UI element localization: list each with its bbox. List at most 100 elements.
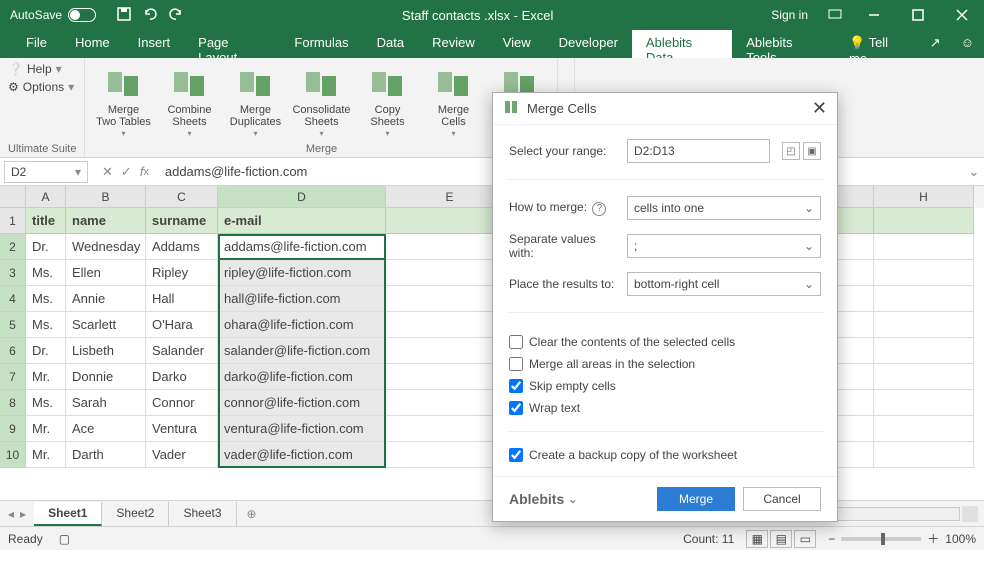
range-input[interactable]: D2:D13 [627, 139, 770, 163]
ribbon-btn-merge[interactable]: Merge Two Tables▾ [93, 62, 153, 143]
header-cell[interactable]: e-mail [218, 208, 386, 234]
column-header[interactable]: D [218, 186, 386, 208]
how-merge-select[interactable]: cells into one⌄ [627, 196, 821, 220]
zoom-slider[interactable] [841, 537, 921, 541]
cell[interactable]: Dr. [26, 338, 66, 364]
smiley-icon[interactable]: ☺ [951, 30, 984, 58]
tab-insert[interactable]: Insert [124, 30, 185, 58]
header-cell[interactable]: title [26, 208, 66, 234]
select-all[interactable] [0, 186, 26, 208]
checkbox-input[interactable] [509, 357, 523, 371]
cell[interactable]: Addams [146, 234, 218, 260]
zoom-out-icon[interactable]: − [828, 532, 835, 546]
zoom-in-icon[interactable]: ＋ [927, 530, 939, 547]
checkbox-row[interactable]: Clear the contents of the selected cells [509, 335, 821, 349]
cell[interactable] [874, 260, 974, 286]
cell[interactable]: salander@life-fiction.com [218, 338, 386, 364]
tell-me[interactable]: 💡 Tell me [835, 30, 920, 58]
cell[interactable]: Ms. [26, 390, 66, 416]
cell[interactable]: addams@life-fiction.com [218, 234, 386, 260]
macros-icon[interactable]: ▢ [59, 532, 70, 546]
page-break-icon[interactable]: ▭ [794, 530, 816, 548]
close-button[interactable] [940, 0, 984, 30]
cell[interactable]: ventura@life-fiction.com [218, 416, 386, 442]
cell[interactable]: Ms. [26, 260, 66, 286]
cell[interactable]: Mr. [26, 364, 66, 390]
cell[interactable]: Mr. [26, 442, 66, 468]
backup-checkbox[interactable]: Create a backup copy of the worksheet [509, 448, 821, 462]
cell[interactable] [874, 286, 974, 312]
minimize-button[interactable] [852, 0, 896, 30]
cell[interactable]: Lisbeth [66, 338, 146, 364]
separator-select[interactable]: ;⌄ [627, 234, 821, 258]
sheet-tab[interactable]: Sheet2 [102, 502, 169, 526]
chevron-down-icon[interactable]: ▾ [75, 165, 81, 179]
cell[interactable]: Scarlett [66, 312, 146, 338]
help-icon[interactable]: ? [592, 202, 606, 216]
cell[interactable]: Hall [146, 286, 218, 312]
row-header[interactable]: 7 [0, 364, 26, 390]
header-cell[interactable]: name [66, 208, 146, 234]
cell[interactable]: Ace [66, 416, 146, 442]
checkbox-input[interactable] [509, 448, 523, 462]
cell[interactable] [874, 416, 974, 442]
brand-link[interactable]: Ablebits⌄ [509, 491, 577, 507]
cancel-icon[interactable]: ✕ [102, 164, 113, 180]
cell[interactable]: darko@life-fiction.com [218, 364, 386, 390]
maximize-button[interactable] [896, 0, 940, 30]
tab-ablebits-data[interactable]: Ablebits Data [632, 30, 732, 58]
cell[interactable]: Connor [146, 390, 218, 416]
tab-developer[interactable]: Developer [545, 30, 632, 58]
cell[interactable] [874, 338, 974, 364]
dialog-titlebar[interactable]: Merge Cells ✕ [493, 93, 837, 125]
tab-data[interactable]: Data [363, 30, 418, 58]
tab-ablebits-tools[interactable]: Ablebits Tools [732, 30, 835, 58]
tab-home[interactable]: Home [61, 30, 124, 58]
name-box[interactable]: D2 ▾ [4, 161, 88, 183]
normal-view-icon[interactable]: ▦ [746, 530, 768, 548]
row-header[interactable]: 9 [0, 416, 26, 442]
share-icon[interactable]: ↗ [920, 30, 951, 58]
cell[interactable] [874, 312, 974, 338]
column-header[interactable]: A [26, 186, 66, 208]
row-header[interactable]: 6 [0, 338, 26, 364]
checkbox-input[interactable] [509, 401, 523, 415]
cell[interactable]: Dr. [26, 234, 66, 260]
row-header[interactable]: 8 [0, 390, 26, 416]
cell[interactable]: Mr. [26, 416, 66, 442]
cancel-button[interactable]: Cancel [743, 487, 821, 511]
dialog-close-button[interactable]: ✕ [812, 98, 827, 119]
sign-in-link[interactable]: Sign in [771, 8, 808, 22]
sheet-tab[interactable]: Sheet3 [169, 502, 236, 526]
cell[interactable]: vader@life-fiction.com [218, 442, 386, 468]
cell[interactable]: Sarah [66, 390, 146, 416]
column-header[interactable]: H [874, 186, 974, 208]
column-header[interactable]: B [66, 186, 146, 208]
cell[interactable]: Salander [146, 338, 218, 364]
tab-file[interactable]: File [12, 30, 61, 58]
tab-review[interactable]: Review [418, 30, 489, 58]
place-select[interactable]: bottom-right cell⌄ [627, 272, 821, 296]
checkbox-input[interactable] [509, 379, 523, 393]
undo-icon[interactable] [142, 6, 158, 25]
row-header[interactable]: 4 [0, 286, 26, 312]
ribbon-btn-copy[interactable]: Copy Sheets▾ [357, 62, 417, 143]
checkbox-row[interactable]: Merge all areas in the selection [509, 357, 821, 371]
sheet-tab[interactable]: Sheet1 [34, 502, 102, 526]
cell[interactable]: Ripley [146, 260, 218, 286]
cell[interactable]: hall@life-fiction.com [218, 286, 386, 312]
header-cell[interactable] [874, 208, 974, 234]
fx-icon[interactable]: fx [140, 164, 149, 180]
ribbon-btn-merge[interactable]: Merge Duplicates▾ [225, 62, 285, 143]
cell[interactable] [874, 234, 974, 260]
sheet-nav[interactable]: ◂▸ [0, 507, 34, 521]
row-header[interactable]: 5 [0, 312, 26, 338]
cell[interactable] [874, 442, 974, 468]
ribbon-btn-merge[interactable]: Merge Cells▾ [423, 62, 483, 143]
enter-icon[interactable]: ✓ [121, 164, 132, 180]
cell[interactable]: Ventura [146, 416, 218, 442]
cell[interactable] [874, 364, 974, 390]
ribbon-display-icon[interactable] [828, 7, 842, 24]
cell[interactable]: Donnie [66, 364, 146, 390]
cell[interactable]: Ellen [66, 260, 146, 286]
